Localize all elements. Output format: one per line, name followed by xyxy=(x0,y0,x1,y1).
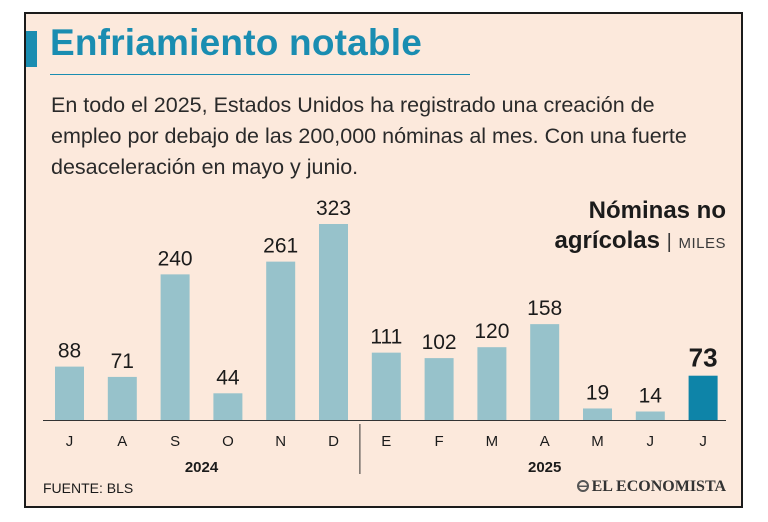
data-label: 158 xyxy=(527,297,562,320)
data-label: 120 xyxy=(474,320,509,343)
x-tick-label: S xyxy=(170,433,180,450)
bar xyxy=(160,274,190,420)
x-tick-label: N xyxy=(275,433,286,450)
legend-separator: | xyxy=(666,231,672,253)
brand-logo: EL ECONOMISTA xyxy=(576,478,726,496)
chart-subtitle: En todo el 2025, Estados Unidos ha regis… xyxy=(51,93,687,179)
bar xyxy=(55,366,84,420)
bar xyxy=(371,352,401,420)
legend-line-2-wrap: agrícolas | MILES xyxy=(555,226,726,259)
year-group-label: 2024 xyxy=(185,459,219,476)
bar xyxy=(477,347,507,420)
bar xyxy=(583,408,612,420)
x-tick-label: A xyxy=(540,433,550,450)
data-label: 102 xyxy=(422,331,457,354)
source-note: FUENTE: BLS xyxy=(43,480,134,496)
x-tick-label: O xyxy=(222,433,234,450)
chart-card xyxy=(24,12,743,508)
data-label: 111 xyxy=(370,326,402,349)
data-label: 240 xyxy=(158,247,193,270)
bar xyxy=(266,261,296,420)
title-accent-bar xyxy=(26,31,37,67)
series-legend: Nóminas no agrícolas | MILES xyxy=(555,196,726,259)
data-label: 73 xyxy=(689,343,718,373)
data-label: 44 xyxy=(216,366,240,389)
year-group-label: 2025 xyxy=(528,459,561,476)
legend-line-1: Nóminas no xyxy=(588,197,726,224)
brand-mark-icon xyxy=(576,480,589,492)
x-tick-label: M xyxy=(591,433,604,450)
x-tick-label: J xyxy=(699,433,707,450)
data-label: 71 xyxy=(111,350,134,373)
bar xyxy=(319,224,348,420)
x-tick-label: F xyxy=(435,433,444,450)
brand-name: EL ECONOMISTA xyxy=(591,478,726,495)
x-tick-label: E xyxy=(381,433,391,450)
data-label: 323 xyxy=(316,197,351,220)
legend-unit: MILES xyxy=(678,235,726,252)
chart-title: Enfriamiento notable xyxy=(50,22,422,63)
data-label: 261 xyxy=(263,235,298,258)
x-tick-label: J xyxy=(66,433,74,450)
legend-line-2: agrícolas xyxy=(554,227,660,254)
bar xyxy=(107,376,137,420)
x-tick-label: A xyxy=(117,433,127,450)
bar xyxy=(213,393,243,420)
data-label: 14 xyxy=(639,385,663,408)
x-tick-label: M xyxy=(486,433,499,450)
bar xyxy=(424,358,454,420)
data-label: 88 xyxy=(58,340,81,363)
bar xyxy=(530,324,560,420)
data-label: 19 xyxy=(586,381,609,404)
title-underline xyxy=(50,74,470,75)
x-tick-label: D xyxy=(328,433,339,450)
bar xyxy=(688,375,718,420)
bar xyxy=(635,411,665,420)
x-tick-label: J xyxy=(647,433,655,450)
